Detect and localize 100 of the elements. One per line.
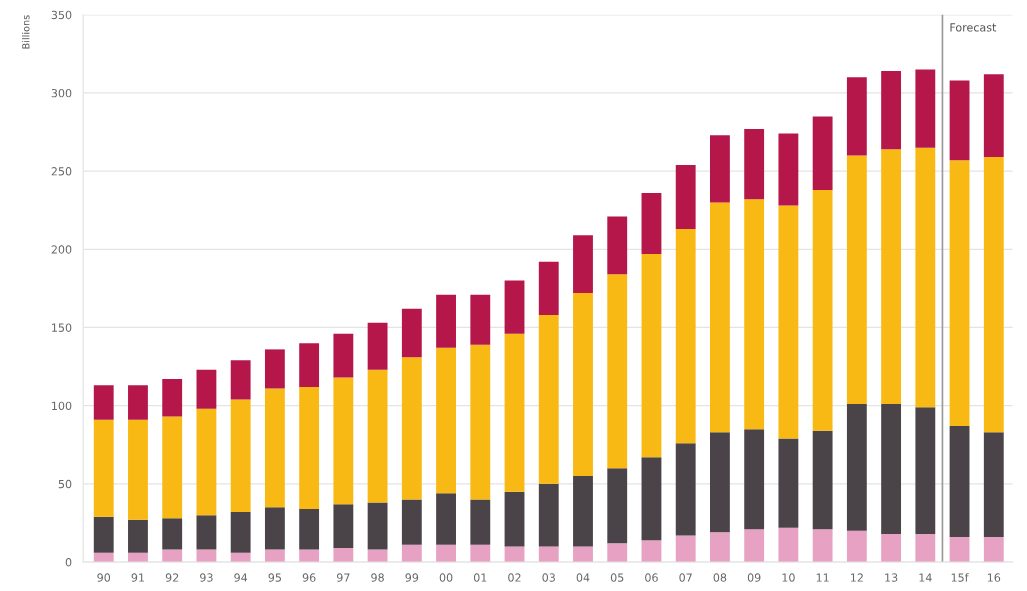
bar: [778, 438, 799, 528]
x-tick-label: 05: [610, 573, 624, 582]
bar: [812, 116, 833, 190]
bar: [641, 457, 662, 541]
x-tick-label: 99: [405, 573, 419, 582]
bar: [367, 369, 388, 503]
bar: [949, 80, 970, 161]
bar: [162, 379, 183, 417]
bar: [846, 77, 867, 156]
x-tick-label: 12: [851, 573, 863, 582]
y-tick-label: 350: [51, 10, 72, 20]
bar: [778, 527, 799, 563]
x-tick-label: 13: [885, 573, 898, 582]
bar: [983, 157, 1004, 433]
bar: [675, 228, 696, 444]
x-tick-label: 92: [165, 573, 179, 582]
bar: [401, 544, 422, 563]
bar: [333, 547, 354, 563]
bar: [710, 135, 730, 203]
bar: [915, 147, 936, 408]
y-tick-label: 250: [51, 167, 72, 176]
bar: [744, 199, 765, 430]
bar: [641, 254, 662, 458]
x-tick-label: 14: [919, 573, 932, 582]
bar: [93, 419, 114, 517]
y-axis-title: Billions: [22, 15, 30, 49]
bar: [367, 502, 388, 550]
bar: [538, 483, 559, 547]
bar: [504, 546, 525, 563]
y-tick-label: 150: [52, 323, 72, 332]
x-tick-label: 91: [131, 573, 144, 582]
bar: [196, 515, 217, 550]
bar: [299, 343, 320, 387]
x-tick-label: 04: [576, 573, 590, 582]
bar: [128, 385, 148, 420]
x-tick-label: 00: [439, 573, 453, 582]
x-tick-label: 10: [782, 573, 795, 582]
bar: [915, 533, 936, 563]
bar: [641, 193, 662, 255]
bar: [573, 476, 593, 547]
bar: [299, 508, 320, 550]
bar: [162, 518, 183, 550]
x-tick-label: 02: [508, 573, 521, 582]
x-tick-label: 90: [97, 573, 111, 582]
bar: [949, 537, 970, 563]
bar: [983, 432, 1004, 538]
y-tick-label: 300: [51, 88, 72, 98]
bar: [538, 546, 559, 563]
bar: [538, 261, 559, 315]
bar: [264, 349, 285, 389]
x-tick-label: 11: [816, 573, 829, 582]
bar: [607, 543, 628, 563]
bar: [504, 333, 525, 492]
x-tick-label: 09: [747, 573, 761, 582]
x-tick-label: 01: [473, 573, 487, 582]
bar: [196, 369, 217, 409]
bar: [949, 426, 970, 538]
bar: [93, 385, 114, 420]
bar: [744, 529, 765, 563]
x-tick-label: 96: [302, 573, 316, 582]
x-tick-label: 98: [371, 573, 384, 582]
bar: [93, 516, 114, 553]
x-tick-label: 06: [645, 573, 658, 582]
bar: [436, 544, 456, 563]
bar: [333, 333, 354, 378]
bar: [881, 404, 902, 534]
bar: [128, 419, 148, 520]
bar: [881, 149, 902, 405]
bar: [538, 314, 559, 484]
y-tick-label: 100: [52, 401, 72, 411]
bar: [504, 280, 525, 334]
x-tick-label: 07: [679, 573, 692, 582]
bar: [915, 69, 936, 148]
bar: [778, 205, 799, 439]
bar: [949, 160, 970, 427]
bar: [504, 491, 525, 547]
bar: [881, 533, 902, 563]
bar: [470, 344, 491, 500]
bar: [812, 430, 833, 530]
y-tick-label: 200: [51, 245, 72, 254]
bar: [573, 293, 593, 477]
bar: [744, 429, 765, 530]
x-tick-label: 97: [336, 573, 350, 582]
bar: [778, 133, 799, 206]
bar: [436, 493, 456, 545]
bar: [196, 408, 217, 516]
bar: [607, 274, 628, 469]
bar: [744, 128, 765, 200]
bar: [333, 377, 354, 505]
bar: [675, 535, 696, 563]
bar: [333, 504, 354, 548]
bar: [983, 537, 1004, 563]
bar: [573, 235, 593, 294]
bar: [573, 546, 593, 563]
x-tick-label: 93: [200, 573, 213, 582]
bar: [470, 499, 491, 545]
bar: [641, 540, 662, 563]
bar: [230, 512, 251, 553]
bar: [710, 432, 730, 533]
bar: [710, 202, 730, 433]
